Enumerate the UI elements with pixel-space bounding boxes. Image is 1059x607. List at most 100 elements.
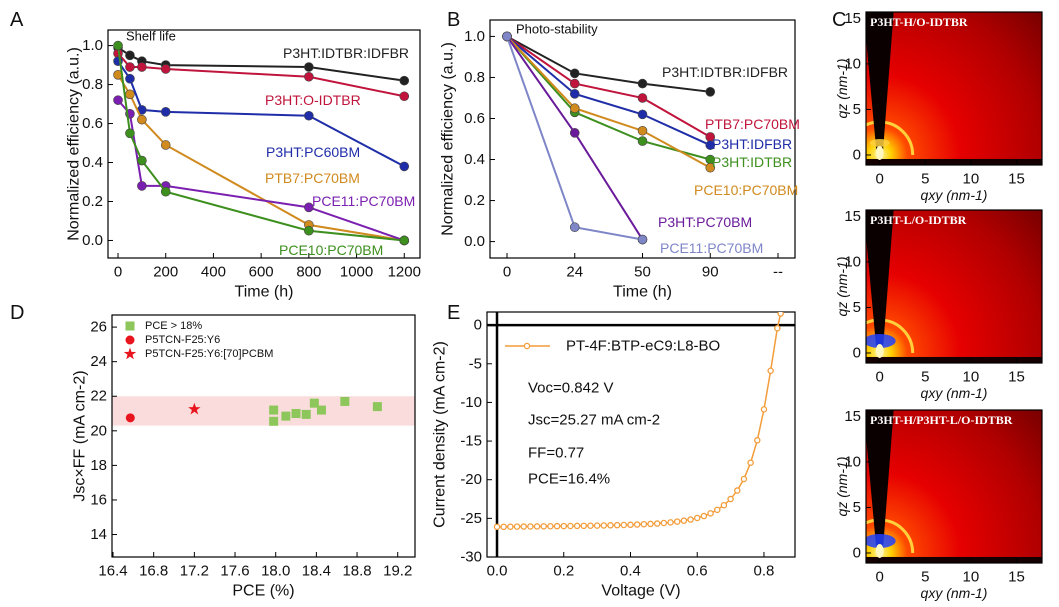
data-point (399, 75, 410, 86)
series-label: P3HT:IDFBR (712, 136, 792, 152)
data-point (269, 416, 279, 426)
y-tick-label: 1.0 (82, 37, 103, 54)
y-tick-label: 0 (853, 146, 861, 163)
data-point (513, 523, 521, 530)
x-axis-label: Voltage (V) (601, 583, 680, 600)
y-axis-label: qz (nm-1) (834, 59, 850, 119)
data-point (137, 155, 147, 166)
x-tick-label: 10 (963, 369, 980, 386)
y-tick-label: 0.8 (464, 69, 485, 86)
y-tick-label: -20 (460, 471, 482, 488)
heatmap (866, 410, 1042, 563)
legend-marker (125, 335, 135, 345)
x-tick-label: 600 (249, 264, 274, 281)
data-point (125, 50, 135, 61)
data-point (493, 523, 501, 531)
data-point (647, 520, 654, 528)
data-point (304, 110, 314, 121)
series-label: PTB7:PC70BM (265, 170, 360, 186)
x-axis-label: qxy (nm-1) (921, 385, 988, 401)
data-point (569, 78, 580, 89)
y-axis-label: Normalized efficiency (a.u.) (66, 47, 83, 241)
panel-title: P3HT-H/P3HT-L/O-IDTBR (870, 413, 1013, 427)
data-point (637, 93, 648, 103)
series-label: PCE10:PC70BM (279, 242, 383, 258)
y-tick-label: 5 (853, 499, 861, 516)
legend-label: P5TCN-F25:Y6 (145, 334, 220, 346)
y-tick-label: 0.4 (82, 154, 103, 171)
data-point (125, 413, 135, 423)
data-point (747, 459, 754, 466)
y-axis-label: Current density (mA cm-2) (432, 341, 449, 528)
data-point (137, 62, 147, 72)
data-point (188, 402, 201, 415)
x-tick-label: 800 (296, 264, 321, 281)
y-tick-label: 0.8 (82, 76, 103, 93)
data-point (125, 89, 135, 100)
x-tick-label: 0 (876, 171, 884, 188)
data-point (600, 522, 608, 529)
data-point (125, 73, 135, 84)
x-tick-label: 1200 (388, 264, 421, 281)
beam-stop (866, 556, 1042, 563)
data-point (587, 522, 594, 529)
annotation: Jsc=25.27 mA cm-2 (528, 412, 660, 429)
data-point (700, 512, 708, 520)
data-point (160, 140, 171, 150)
annotation: Voc=0.842 V (528, 380, 614, 397)
data-point (620, 521, 628, 529)
data-point (637, 136, 648, 146)
series-label: PTB7:PC70BM (705, 116, 800, 132)
missing-wedge (866, 210, 894, 353)
plot-frame (111, 314, 416, 558)
y-tick-label: 10 (844, 453, 861, 470)
series-label: PCE10:PC70BM (694, 182, 798, 198)
y-tick-label: 15 (844, 10, 861, 27)
x-tick-label: 200 (153, 264, 178, 281)
x-axis-label: Time (h) (235, 284, 294, 301)
data-point (500, 523, 507, 531)
data-point (567, 522, 574, 530)
series-line (506, 35, 644, 241)
annotation: Photo-stability (516, 22, 598, 37)
data-point (569, 128, 580, 138)
x-tick-label: 0.6 (687, 563, 708, 580)
missing-wedge (866, 410, 894, 553)
plot-area (125, 396, 382, 426)
y-tick-label: 5 (853, 299, 861, 316)
y-axis-label: qz (nm-1) (834, 457, 850, 517)
legend-marker (123, 347, 137, 360)
x-axis-label: qxy (nm-1) (921, 585, 988, 601)
y-tick-label: 10 (844, 253, 861, 270)
data-point (527, 523, 534, 530)
data-point (301, 409, 311, 419)
data-point (569, 68, 580, 79)
series-label: P3HT:PC60BM (266, 144, 360, 160)
data-point (705, 162, 716, 173)
legend-label: P5TCN-F25:Y6:[70]PCBM (145, 348, 273, 360)
data-point (160, 107, 171, 117)
series-label: PCE11:PC70BM (660, 240, 763, 256)
data-point (640, 520, 648, 528)
beam-stop (866, 158, 1042, 165)
x-axis-label: Time (h) (613, 284, 672, 301)
x-tick-label: 0.2 (553, 563, 574, 580)
x-tick-label: 90 (702, 264, 719, 281)
x-tick-label: -- (773, 264, 783, 281)
data-point (573, 522, 581, 530)
heatmap-background (866, 210, 1042, 363)
series-label: PCE11:PC70BM (312, 193, 415, 209)
data-point (281, 411, 291, 421)
data-point (304, 202, 314, 213)
series-line (117, 60, 405, 168)
data-point (767, 367, 774, 374)
series-line (506, 35, 711, 161)
data-point (633, 521, 641, 528)
data-point (593, 522, 601, 529)
y-tick-label: 16 (90, 491, 107, 508)
shaded-band (112, 396, 415, 426)
series-line (506, 35, 711, 93)
specular-spot (866, 333, 896, 348)
data-point (399, 235, 410, 246)
series-label: P3HT:IDTBR:IDFBR (662, 64, 788, 80)
